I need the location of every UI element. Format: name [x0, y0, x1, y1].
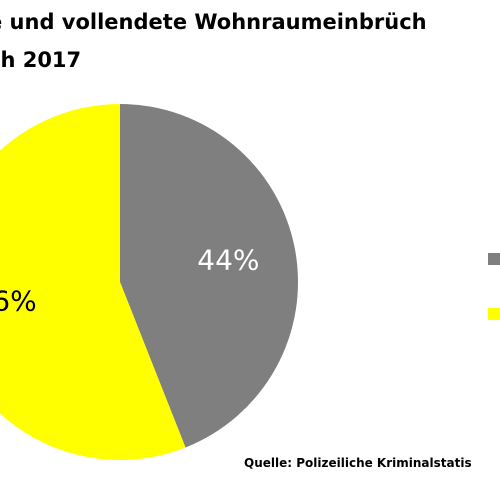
chart-title-line-1: e und vollendete Wohnraumeinbrüch — [0, 10, 427, 34]
source-note: Quelle: Polizeiliche Kriminalstatis — [244, 456, 472, 470]
legend — [488, 253, 500, 320]
chart-title-line-2: ch 2017 — [0, 48, 82, 72]
pie-slice-label-1: 44% — [197, 243, 259, 276]
pie-slice-1 — [120, 103, 299, 448]
chart-title: e und vollendete Wohnraumeinbrüch ch 201… — [0, 3, 500, 79]
pie-slices — [0, 103, 299, 460]
pie-slice-label-2: 56% — [0, 285, 37, 318]
pie-slice-2 — [0, 104, 186, 460]
pie-labels: 44% 56% — [0, 243, 260, 317]
legend-swatch-1 — [488, 253, 500, 265]
legend-swatch-2 — [488, 308, 500, 320]
